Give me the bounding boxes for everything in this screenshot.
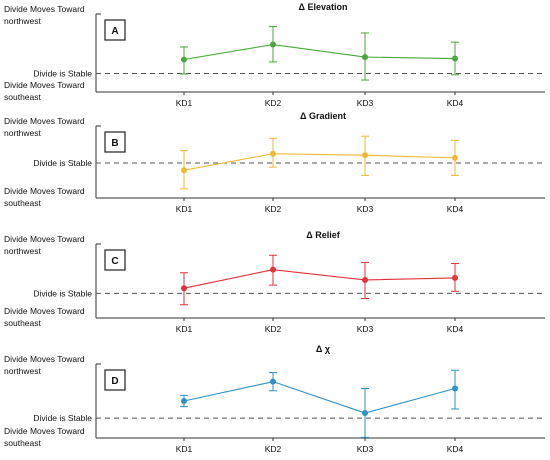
- panel-letter: C: [111, 256, 118, 267]
- label-southeast-line2: southeast: [4, 318, 41, 328]
- panel-letter-box: [104, 131, 126, 153]
- panel-letter: B: [111, 138, 118, 149]
- label-northwest-line2: northwest: [4, 16, 41, 26]
- series-line: [183, 269, 456, 289]
- data-point: [452, 385, 458, 392]
- label-southeast-line2: southeast: [4, 92, 41, 102]
- data-point: [270, 378, 276, 385]
- data-point: [362, 410, 368, 417]
- panel-title: Δ χ: [316, 344, 331, 354]
- panel-title: Δ Gradient: [300, 111, 346, 121]
- label-northwest-line1: Divide Moves Toward: [4, 354, 85, 364]
- panel-a: Δ Elevation Divide Moves Toward northwest D…: [4, 2, 545, 108]
- data-point: [452, 55, 458, 62]
- label-northwest-line1: Divide Moves Toward: [4, 234, 85, 244]
- x-tick-label: KD4: [447, 98, 464, 108]
- x-tick-label: KD3: [357, 98, 374, 108]
- x-tick-label: KD1: [176, 204, 193, 214]
- data-point: [452, 154, 458, 161]
- x-tick-label: KD1: [176, 444, 193, 454]
- label-stable: Divide is Stable: [33, 413, 92, 423]
- data-point: [362, 276, 368, 283]
- data-point: [270, 150, 276, 157]
- panel-title: Δ Elevation: [299, 2, 348, 12]
- x-tick-label: KD2: [265, 98, 282, 108]
- data-point: [270, 41, 276, 48]
- label-southeast-line1: Divide Moves Toward: [4, 80, 85, 90]
- series-line: [183, 153, 456, 171]
- label-northwest-line2: northwest: [4, 128, 41, 138]
- x-tick-label: KD1: [176, 98, 193, 108]
- panel-c: Δ Relief Divide Moves Toward northwest Divi…: [4, 230, 545, 334]
- label-stable: Divide is Stable: [33, 288, 92, 298]
- data-point: [181, 167, 187, 174]
- data-point: [181, 56, 187, 63]
- label-stable: Divide is Stable: [33, 158, 92, 168]
- data-point: [362, 54, 368, 61]
- x-tick-label: KD3: [357, 444, 374, 454]
- x-tick-label: KD3: [357, 324, 374, 334]
- x-tick-label: KD3: [357, 204, 374, 214]
- panel-letter-box: [104, 249, 126, 271]
- data-point: [362, 152, 368, 159]
- x-tick-label: KD4: [447, 324, 464, 334]
- x-tick-label: KD4: [447, 444, 464, 454]
- label-northwest-line1: Divide Moves Toward: [4, 116, 85, 126]
- panel-letter: A: [111, 26, 118, 37]
- x-tick-label: KD1: [176, 324, 193, 334]
- x-tick-label: KD2: [265, 444, 282, 454]
- x-tick-label: KD2: [265, 204, 282, 214]
- panel-letter-box: [104, 19, 126, 41]
- label-southeast-line1: Divide Moves Toward: [4, 426, 85, 436]
- panel-letter: D: [111, 376, 118, 387]
- data-point: [181, 285, 187, 292]
- label-northwest-line2: northwest: [4, 246, 41, 256]
- label-northwest-line2: northwest: [4, 366, 41, 376]
- data-point: [270, 266, 276, 273]
- label-southeast-line1: Divide Moves Toward: [4, 306, 85, 316]
- panel-b: Δ Gradient Divide Moves Toward northwest Di…: [4, 111, 545, 214]
- series-line: [183, 43, 456, 61]
- series-line: [183, 381, 456, 414]
- data-point: [452, 274, 458, 281]
- x-tick-label: KD2: [265, 324, 282, 334]
- label-southeast-line2: southeast: [4, 438, 41, 448]
- label-southeast-line2: southeast: [4, 198, 41, 208]
- panel-letter-box: [104, 369, 126, 391]
- data-point: [181, 398, 187, 404]
- label-northwest-line1: Divide Moves Toward: [4, 4, 85, 14]
- panel-d: Δ χ Divide Moves Toward northwest Divide is…: [4, 344, 545, 454]
- label-southeast-line1: Divide Moves Toward: [4, 186, 85, 196]
- label-stable: Divide is Stable: [33, 69, 92, 79]
- x-tick-label: KD4: [447, 204, 464, 214]
- panel-title: Δ Relief: [306, 230, 340, 240]
